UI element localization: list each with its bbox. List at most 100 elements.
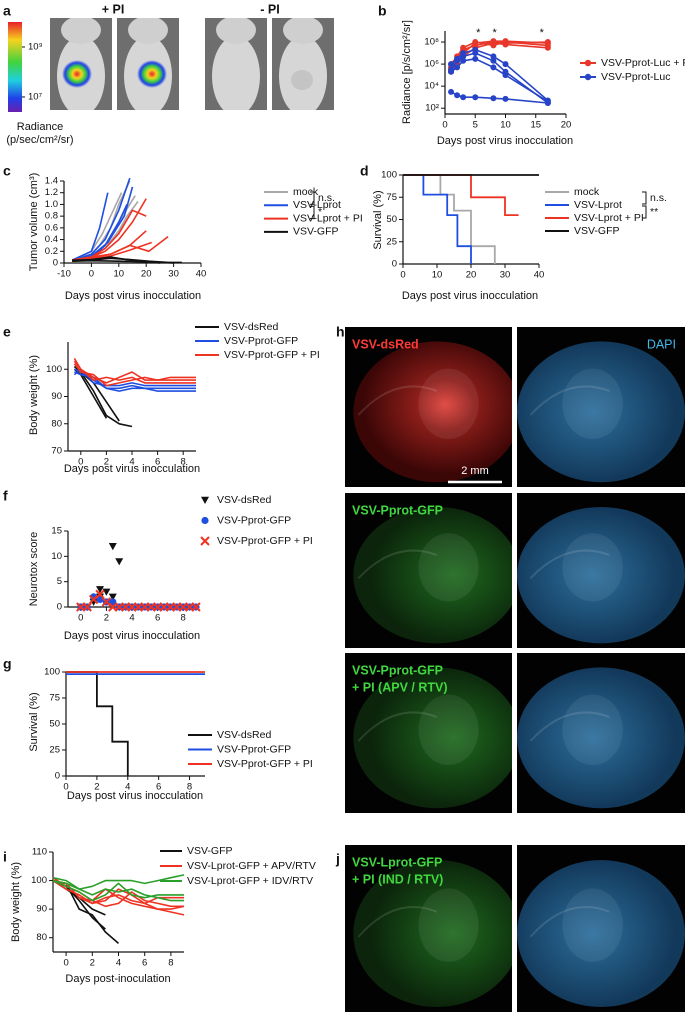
tissue-edge [357,906,438,938]
y-tick-label: 1.4 [45,176,58,187]
group-label: + PI [102,2,125,16]
legend-label: VSV-Pprot-Luc [601,71,670,83]
stat-label: ** [650,206,658,218]
panel-label: g [3,656,12,672]
y-tick-label: 10⁴ [424,81,439,92]
x-axis-title: Days post virus inocculation [67,790,203,802]
group-label: - PI [260,2,279,16]
x-tick-label: 4 [129,457,134,468]
x-axis-title: Days post virus inocculation [402,290,538,302]
legend-label: VSV-dsRed [217,729,271,741]
mouse-image [205,18,267,110]
image-label: VSV-Pprot-GFP [352,663,443,677]
survival-line [403,174,496,264]
tissue [517,667,685,809]
data-point [502,95,509,102]
image-label: + PI (APV / RTV) [352,680,448,694]
mouse-shoulder [216,18,256,44]
x-tick-label: 4 [129,613,134,624]
y-tick-label: 25 [386,236,397,247]
tissue [517,341,685,483]
x-tick-label: 30 [168,269,179,280]
y-tick-label: 75 [386,192,397,203]
tissue [353,341,512,483]
x-tick-label: 2 [94,782,99,793]
tumor [291,70,313,90]
y-tick-label: 100 [44,667,60,678]
series-line [73,363,196,387]
tissue-edge [357,711,438,742]
data-point [460,53,467,60]
data-point [502,40,509,47]
tissue-edge [529,385,610,416]
panel-label: b [378,3,387,19]
x-axis-title: Days post virus inocculation [437,135,573,147]
data-point [95,589,105,600]
panel-label: i [3,849,7,865]
legend-swatch [584,73,592,81]
y-axis-title: Tumor volume (cm³) [28,173,40,272]
y-tick-label: 10² [425,103,439,114]
x-axis-title: Days post-inoculation [65,973,170,985]
tissue-region [418,368,479,439]
data-point [544,99,551,106]
tissue-edge [529,711,610,742]
y-tick-label: 0 [55,771,60,782]
panel-label: d [360,163,369,179]
x-tick-label: 10 [500,120,511,131]
y-tick-label: 0 [53,258,58,269]
micrograph [345,653,512,813]
data-point [115,558,124,566]
tissue-region [418,888,479,962]
data-point [96,586,104,594]
data-point [96,595,104,604]
mouse-shoulder [283,18,323,44]
series-line [73,360,196,384]
y-axis-title: Radiance [p/s/cm²/sr] [401,20,413,124]
legend-swatch [584,59,592,67]
y-tick-label: 0.2 [45,246,58,257]
tissue [517,860,685,1007]
x-tick-label: 6 [142,958,147,969]
y-tick-label: 1.2 [45,187,58,198]
legend-swatch [201,516,209,525]
x-tick-label: -10 [57,269,71,280]
data-point [472,94,479,101]
tissue-region [418,694,479,765]
x-tick-label: 20 [466,270,477,281]
y-tick-label: 0.8 [45,211,58,222]
image-label: VSV-Pprot-GFP [352,503,443,517]
tissue-region [562,888,623,962]
survival-line [403,174,519,216]
x-tick-label: 5 [473,120,478,131]
y-tick-label: 80 [36,932,47,943]
y-tick-label: 50 [49,719,60,730]
mouse-shoulder [61,18,101,44]
data-point [82,602,92,612]
legend-label: VSV-Lprot-GFP + APV/RTV [187,860,316,872]
annotation: * [492,27,497,39]
data-point [472,42,479,49]
tissue-edge [529,906,610,938]
data-point [448,68,455,75]
micrograph [517,493,685,648]
data-point [448,61,455,68]
y-tick-label: 100 [46,364,62,375]
panel-label: c [3,163,11,179]
tissue [353,860,512,1007]
series-line [52,879,184,905]
colorbar-tick-label: 10⁹ [28,42,43,53]
luminescence [137,60,167,88]
x-tick-label: 0 [63,958,68,969]
tissue [353,506,512,644]
stat-bracket [642,205,647,219]
legend-label: VSV-Pprot-GFP [217,514,291,526]
y-tick-label: 0.4 [45,234,58,245]
x-tick-label: 40 [196,269,207,280]
x-tick-label: 0 [400,270,405,281]
series-line [71,192,109,261]
x-tick-label: 0 [442,120,447,131]
x-tick-label: 8 [181,457,186,468]
